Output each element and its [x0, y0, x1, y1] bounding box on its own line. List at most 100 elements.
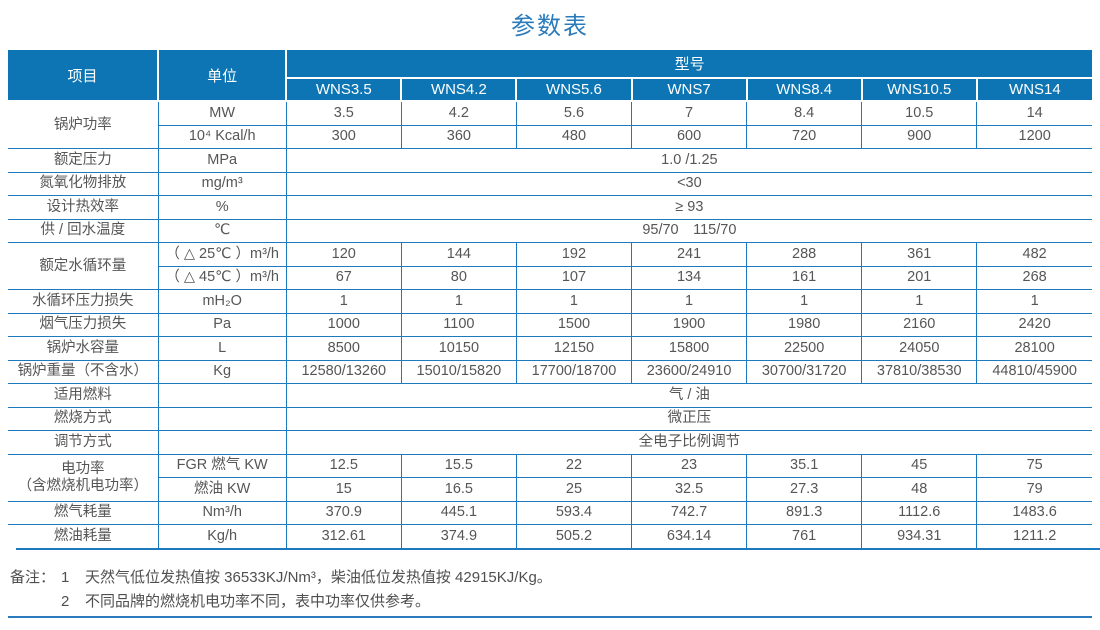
value-cell: 134 [631, 265, 748, 290]
unit-cell [157, 406, 287, 431]
value-cell: 4.2 [400, 100, 517, 126]
model-column-header: WNS4.2 [400, 77, 518, 102]
value-cell: 720 [746, 124, 863, 149]
value-cell-spanned: <30 [285, 171, 1093, 196]
unit-cell: 燃油 KW [157, 477, 287, 502]
value-cell: 360 [400, 124, 517, 149]
table-row: 水循环压力损失 mH₂O 1 1 1 1 1 1 1 [7, 289, 1093, 314]
value-cell: 8500 [285, 336, 402, 361]
value-cell: 17700/18700 [515, 359, 633, 384]
note-item: 2 不同品牌的燃烧机电功率不同，表中功率仅供参考。 [61, 590, 552, 615]
value-cell: 2420 [976, 312, 1093, 337]
value-cell: 1980 [746, 312, 863, 337]
table-row: 燃气耗量 Nm³/h 370.9 445.1 593.4 742.7 891.3 1112.6… [7, 500, 1093, 525]
table-row: 电功率 （含燃烧机电功率） FGR 燃气 KW 12.5 15.5 22 23 35.1 45… [7, 453, 1093, 502]
model-column-header: WNS3.5 [285, 77, 403, 102]
unit-cell [157, 383, 287, 408]
notes-label: 备注： [10, 568, 56, 586]
note-number: 2 [61, 593, 70, 611]
value-cell: 934.31 [861, 524, 978, 548]
value-cell: 891.3 [746, 500, 863, 525]
note-item: 1 天然气低位发热值按 36533KJ/Nm³，柴油低位发热值按 42915KJ… [61, 566, 552, 591]
header-group-row: 项目 单位 型号 [6, 49, 1093, 102]
value-cell-spanned: 全电子比例调节 [285, 430, 1093, 455]
value-cell: 505.2 [515, 524, 633, 548]
value-cell: 268 [976, 265, 1093, 290]
table-row: 额定水循环量（ △ 25℃ ）m³/h 120 144 192 241 288 361 482 [7, 242, 1093, 290]
value-cell: 161 [746, 265, 863, 290]
item-label-cell: 锅炉水容量 [7, 336, 159, 361]
value-cell: 1 [746, 289, 863, 314]
value-cell: 12.5 [285, 453, 402, 478]
unit-cell: Kg/h [157, 524, 287, 548]
table-row: （ △ 45℃ ）m³/h 67 80 107 134 161 201 268 [8, 265, 1093, 290]
value-cell: 374.9 [400, 524, 517, 548]
value-cell: 1 [285, 289, 402, 314]
value-cell: 23600/24910 [631, 359, 748, 384]
note-text: 不同品牌的燃烧机电功率不同，表中功率仅供参考。 [85, 593, 431, 611]
item-label-cell: 氮氧化物排放 [7, 171, 159, 196]
value-cell: 27.3 [746, 477, 863, 502]
item-label-cell: 锅炉重量（不含水） [7, 359, 159, 384]
value-cell: 7 [631, 100, 748, 126]
value-cell-spanned: 气 / 油 [285, 383, 1093, 408]
value-cell: 75 [976, 453, 1093, 478]
item-label-cell: 燃气耗量 [7, 500, 159, 525]
item-label-cell: 设计热效率 [7, 195, 159, 220]
value-cell: 15800 [631, 336, 748, 361]
unit-cell: MPa [157, 148, 287, 173]
value-cell: 48 [861, 477, 978, 502]
value-cell: 144 [400, 242, 517, 267]
value-cell: 1500 [515, 312, 633, 337]
value-cell: 22 [515, 453, 633, 478]
value-cell: 28100 [976, 336, 1093, 361]
value-cell: 107 [515, 265, 633, 290]
header-unit-cell: 单位 [157, 49, 288, 102]
value-cell: 32.5 [631, 477, 748, 502]
value-cell: 192 [515, 242, 633, 267]
value-cell-spanned: ≥ 93 [285, 195, 1093, 220]
unit-cell: FGR 燃气 KW [157, 453, 287, 478]
value-cell-spanned: 微正压 [285, 406, 1093, 431]
value-cell: 1 [976, 289, 1093, 314]
model-column-header: WNS5.6 [515, 77, 633, 102]
table-row: 锅炉水容量 L 8500 10150 12150 15800 22500 24050 28100 [7, 336, 1093, 361]
parameters-table: 项目 单位 型号 WNS3.5 WNS4.2 WNS5.6 WNS7 WNS8.4 WNS… [6, 49, 1094, 548]
value-cell: 5.6 [515, 100, 633, 126]
note-number: 1 [61, 568, 70, 586]
table-bottom-border [16, 547, 1100, 550]
value-cell: 1112.6 [861, 500, 978, 525]
value-cell-spanned: 1.0 /1.25 [285, 148, 1093, 173]
value-cell: 37810/38530 [861, 359, 978, 384]
value-cell: 2160 [861, 312, 978, 337]
note-text: 天然气低位发热值按 36533KJ/Nm³，柴油低位发热值按 42915KJ/K… [85, 568, 552, 586]
table-row: 适用燃料 气 / 油 [7, 383, 1093, 408]
value-cell: 44810/45900 [976, 359, 1093, 384]
unit-cell: % [157, 195, 287, 220]
unit-cell [157, 430, 287, 455]
table-row: 燃烧方式 微正压 [7, 406, 1093, 431]
value-cell: 1211.2 [976, 524, 1093, 548]
unit-cell: Kg [157, 359, 287, 384]
value-cell: 1200 [976, 124, 1093, 149]
unit-cell: （ △ 45℃ ）m³/h [157, 265, 287, 290]
value-cell: 45 [861, 453, 978, 478]
value-cell: 634.14 [631, 524, 748, 548]
value-cell: 593.4 [515, 500, 633, 525]
table-header: 项目 单位 型号 WNS3.5 WNS4.2 WNS5.6 WNS7 WNS8.4 WNS… [6, 49, 1094, 102]
item-label-cell: 供 / 回水温度 [7, 218, 159, 243]
table-row: 燃油耗量 Kg/h 312.61 374.9 505.2 634.14 761 934.31 1… [7, 524, 1093, 548]
value-cell: 12150 [515, 336, 633, 361]
value-cell: 24050 [861, 336, 978, 361]
value-cell: 22500 [746, 336, 863, 361]
value-cell: 1900 [631, 312, 748, 337]
unit-cell: ℃ [157, 218, 287, 243]
item-label-cell: 燃油耗量 [7, 524, 159, 548]
value-cell: 1483.6 [976, 500, 1093, 525]
item-label-cell: 烟气压力损失 [7, 312, 159, 337]
model-column-header: WNS8.4 [745, 77, 863, 102]
value-cell: 8.4 [746, 100, 863, 126]
value-cell: 15.5 [400, 453, 517, 478]
value-cell: 600 [631, 124, 748, 149]
value-cell: 900 [861, 124, 978, 149]
